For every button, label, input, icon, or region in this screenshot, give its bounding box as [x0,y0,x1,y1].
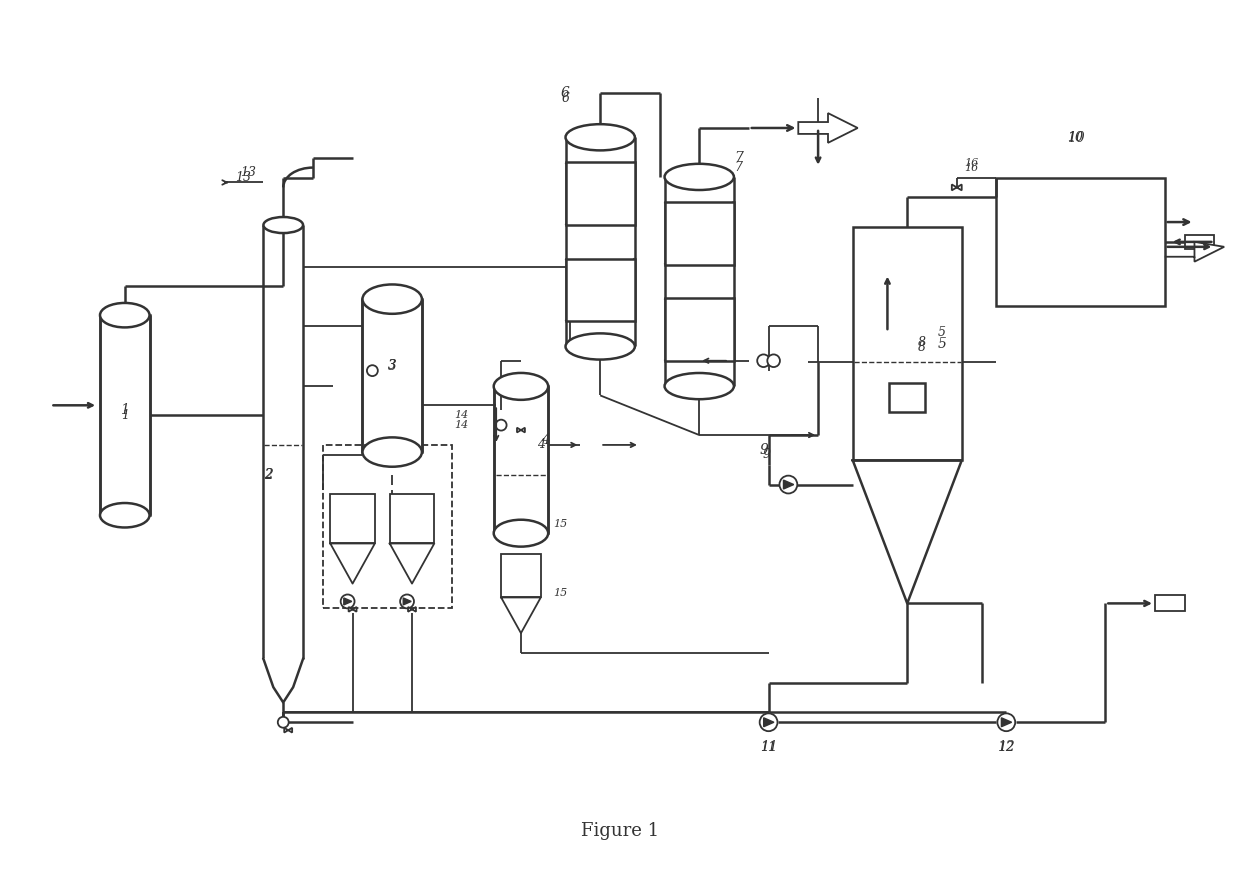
Ellipse shape [362,284,422,314]
Polygon shape [408,607,415,612]
Text: 11: 11 [760,740,776,753]
Text: 14: 14 [454,410,469,420]
Polygon shape [1002,718,1012,727]
Text: 14: 14 [454,420,469,430]
Circle shape [760,713,777,732]
Text: 5: 5 [937,326,946,339]
Circle shape [758,354,770,367]
Text: 4: 4 [542,433,551,447]
Text: 3: 3 [388,359,397,373]
Bar [362,299,422,452]
Text: 10: 10 [1068,131,1084,144]
Bar [565,163,635,225]
Bar [263,225,303,659]
Text: 1: 1 [120,403,129,417]
Polygon shape [1184,235,1214,248]
Text: 9: 9 [759,443,768,457]
Polygon shape [799,113,858,143]
Circle shape [496,420,507,430]
Bar [853,227,962,460]
Text: 6: 6 [560,87,570,101]
Text: 13: 13 [241,166,257,179]
Circle shape [341,594,355,608]
Polygon shape [1154,596,1184,612]
Circle shape [768,354,780,367]
Bar [501,554,541,598]
Text: 2: 2 [264,467,273,481]
Circle shape [401,594,414,608]
Text: 7: 7 [735,161,743,174]
Bar [665,177,734,386]
Text: 5: 5 [937,337,946,351]
Text: 13: 13 [236,171,252,184]
Text: 8: 8 [918,341,926,354]
Bar [565,259,635,321]
Ellipse shape [494,520,548,547]
Text: 6: 6 [562,92,569,105]
Ellipse shape [565,333,635,360]
Polygon shape [1164,242,1224,262]
Circle shape [997,713,1016,732]
Text: 12: 12 [997,740,1016,754]
Polygon shape [952,185,962,191]
Text: 15: 15 [553,519,568,529]
Text: 11: 11 [760,740,777,754]
Text: 4: 4 [537,438,544,452]
Polygon shape [263,659,303,703]
Bar [565,137,635,346]
Circle shape [780,476,797,494]
Ellipse shape [565,124,635,150]
Polygon shape [348,607,357,612]
Text: 3: 3 [388,360,397,372]
Ellipse shape [494,373,548,400]
Bar [665,298,734,361]
Text: 16: 16 [965,163,978,172]
Text: 12: 12 [998,740,1014,753]
Ellipse shape [263,217,303,233]
Ellipse shape [100,303,150,327]
Bar [330,494,374,543]
Bar [100,315,150,515]
Bar [665,202,734,265]
Circle shape [367,365,378,376]
Text: 9: 9 [763,448,770,461]
Bar [389,494,434,543]
Ellipse shape [665,373,734,399]
Bar [997,178,1164,306]
Circle shape [278,717,289,728]
Text: 7: 7 [734,150,743,164]
Text: 1: 1 [120,409,129,422]
Ellipse shape [362,438,422,466]
Polygon shape [330,543,374,584]
Bar [889,382,925,412]
Bar [322,444,451,608]
Polygon shape [343,598,352,605]
Polygon shape [853,460,962,604]
Polygon shape [501,598,541,633]
Text: Figure 1: Figure 1 [580,822,660,840]
Polygon shape [784,480,794,489]
Polygon shape [517,428,525,432]
Text: 8: 8 [918,336,926,349]
Polygon shape [389,543,434,584]
Polygon shape [764,718,774,727]
Polygon shape [284,728,293,732]
Ellipse shape [665,164,734,190]
Text: 15: 15 [553,589,568,598]
Text: 2: 2 [264,468,273,481]
Ellipse shape [100,503,150,528]
Polygon shape [403,598,412,605]
Bar [494,387,548,533]
Text: 10: 10 [1066,131,1085,145]
Text: 16: 16 [965,158,978,168]
